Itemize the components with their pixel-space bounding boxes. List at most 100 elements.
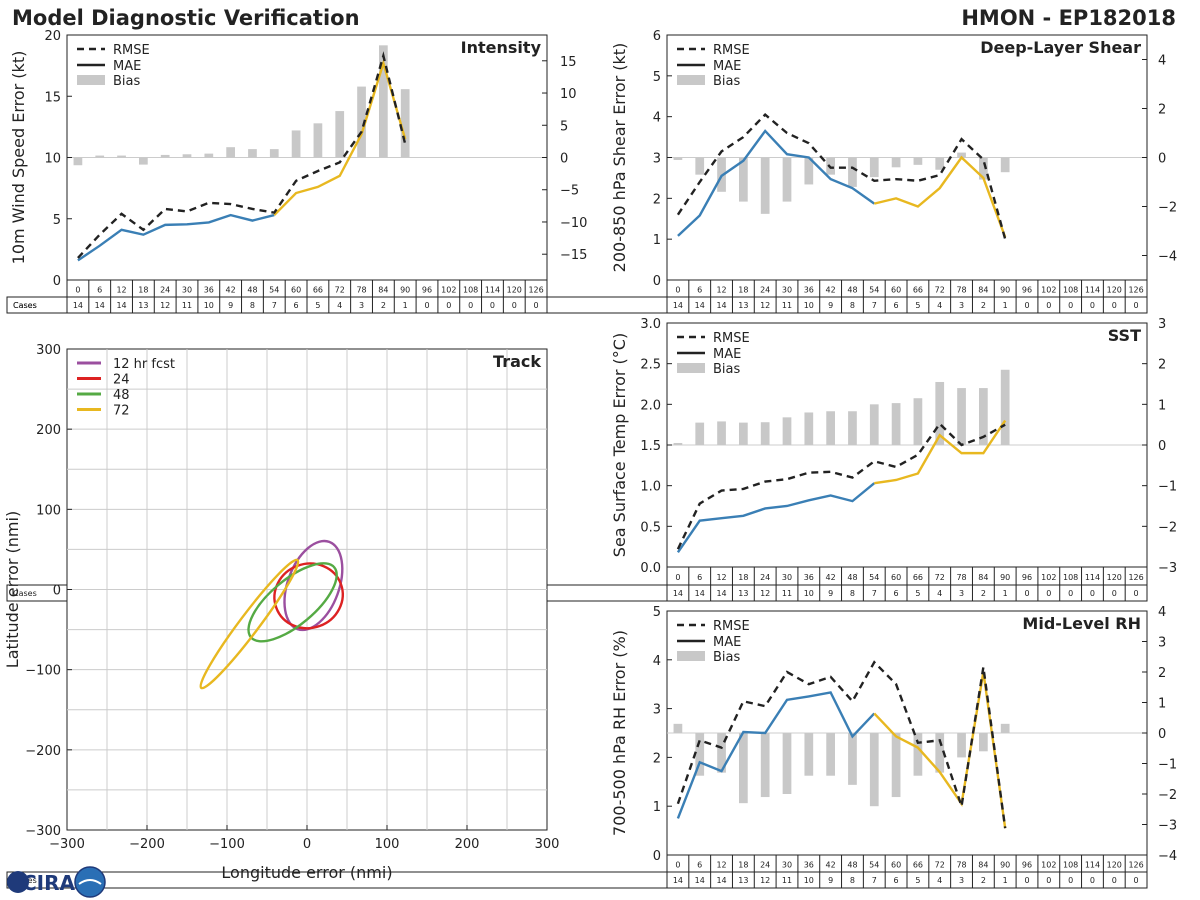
rh-cases-value: 6 <box>894 876 899 885</box>
sst-y2tick-label: 0 <box>1158 439 1166 454</box>
shear-ytick-label: 1 <box>653 233 661 248</box>
shear-cases-value: 7 <box>872 301 877 310</box>
shear-hour-label: 54 <box>869 286 879 295</box>
intensity-hour-label: 102 <box>441 286 456 295</box>
intensity-cases-value: 11 <box>182 301 192 310</box>
rh-bias-bar <box>957 733 966 758</box>
rh-hour-label: 120 <box>1107 861 1122 870</box>
shear-cases-value: 14 <box>695 301 705 310</box>
shear-cases-value: 0 <box>1024 301 1029 310</box>
shear-cases-value: 2 <box>981 301 986 310</box>
sst-hour-label: 108 <box>1063 573 1078 582</box>
intensity-cases-value: 2 <box>381 301 386 310</box>
intensity-mae-line-early <box>77 213 275 262</box>
sst-hour-label: 72 <box>935 573 945 582</box>
shear-hour-label: 90 <box>1000 286 1010 295</box>
sst-bias-bar <box>1000 369 1010 445</box>
track-xtick-label: −200 <box>129 837 165 852</box>
intensity-y2tick-label: −5 <box>560 184 579 199</box>
intensity-bias-bar <box>248 149 257 158</box>
sst-cases-value: 8 <box>850 589 855 598</box>
sst-cases-value: 4 <box>937 589 942 598</box>
track-xtick-label: 100 <box>375 837 400 852</box>
rh-bias-bar <box>826 733 835 776</box>
rh-cases-value: 11 <box>782 876 792 885</box>
intensity-hour-label: 108 <box>463 286 478 295</box>
rh-hour-label: 12 <box>716 861 726 870</box>
intensity-hour-label: 126 <box>528 286 543 295</box>
shear-ylabel: 200-850 hPa Shear Error (kt) <box>610 43 629 273</box>
shear-hour-label: 60 <box>891 286 901 295</box>
intensity-bias-bar <box>313 123 323 158</box>
sst-ylabel: Sea Surface Temp Error (°C) <box>610 333 629 557</box>
rh-hour-label: 60 <box>891 861 901 870</box>
shear-y2tick-label: 0 <box>1158 152 1166 167</box>
logo-emblem-icon <box>74 866 106 898</box>
sst-cases-value: 9 <box>828 589 833 598</box>
rh-cases-header-cell <box>6 871 668 889</box>
intensity-ytick-label: 20 <box>44 29 61 44</box>
rh-cases-value: 8 <box>850 876 855 885</box>
rh-legend-mae-label: MAE <box>713 635 741 650</box>
rh-y2tick-label: −3 <box>1158 819 1177 834</box>
track-ytick-label: −300 <box>25 824 61 839</box>
intensity-hour-label: 60 <box>291 286 301 295</box>
rh-y2tick-label: −1 <box>1158 758 1177 773</box>
intensity-ytick-label: 10 <box>44 152 61 167</box>
rh-hour-label: 96 <box>1022 861 1032 870</box>
intensity-hour-label: 114 <box>485 286 500 295</box>
intensity-bias-bar <box>226 147 235 158</box>
shear-cases-value: 10 <box>804 301 814 310</box>
rh-bias-bar <box>848 733 857 785</box>
intensity-cases-value: 5 <box>315 301 320 310</box>
rh-bias-bar <box>979 733 988 752</box>
intensity-bias-bar <box>357 86 366 158</box>
track-title: Track <box>493 352 541 371</box>
sst-y2tick-label: −1 <box>1158 480 1177 495</box>
shear-y2tick-label: −4 <box>1158 250 1177 265</box>
rh-hour-label: 108 <box>1063 861 1078 870</box>
intensity-cases-value: 0 <box>512 301 517 310</box>
rh-cases-value: 14 <box>673 876 683 885</box>
rh-bias-bar <box>913 733 923 776</box>
intensity-y2tick-label: 15 <box>560 55 577 70</box>
shear-hour-label: 84 <box>978 286 988 295</box>
intensity-cases-header: Cases <box>13 301 37 310</box>
intensity-cases-value: 1 <box>403 301 408 310</box>
rh-hour-label: 114 <box>1085 861 1100 870</box>
rh-cases-value: 14 <box>695 876 705 885</box>
track-xlabel: Longitude error (nmi) <box>221 863 392 882</box>
shear-legend-mae-label: MAE <box>713 59 741 74</box>
sst-cases-value: 1 <box>1003 589 1008 598</box>
sst-cases-value: 5 <box>915 589 920 598</box>
logo-text: CIRA <box>22 871 76 895</box>
sst-bias-bar <box>935 381 945 445</box>
rh-ytick-label: 4 <box>653 654 661 669</box>
rh-y2tick-label: 1 <box>1158 697 1166 712</box>
sst-ytick-label: 2.5 <box>640 358 661 373</box>
intensity-legend-bias-swatch <box>77 75 105 85</box>
sst-bias-bar <box>891 403 901 445</box>
sst-hour-label: 54 <box>869 573 879 582</box>
intensity-ylabel: 10m Wind Speed Error (kt) <box>9 51 28 265</box>
rh-y2tick-label: 0 <box>1158 727 1166 742</box>
rh-hour-label: 90 <box>1000 861 1010 870</box>
intensity-hour-label: 0 <box>75 286 80 295</box>
intensity-y2tick-label: −15 <box>560 248 587 263</box>
intensity-cases-value: 0 <box>534 301 539 310</box>
sst-hour-label: 66 <box>913 573 923 582</box>
rh-bias-bar <box>760 733 770 798</box>
intensity-hour-label: 36 <box>204 286 214 295</box>
rh-cases-value: 13 <box>738 876 748 885</box>
rh-hour-label: 0 <box>675 861 680 870</box>
intensity-cases-value: 14 <box>116 301 126 310</box>
intensity-bias-bar <box>269 149 279 158</box>
rh-title: Mid-Level RH <box>1022 614 1141 633</box>
shear-hour-label: 96 <box>1022 286 1032 295</box>
sst-cases-value: 10 <box>804 589 814 598</box>
intensity-bias-bar <box>117 155 126 158</box>
shear-hour-label: 18 <box>738 286 748 295</box>
sst-y2tick-label: 3 <box>1158 317 1166 332</box>
intensity-ytick-label: 15 <box>44 90 61 105</box>
